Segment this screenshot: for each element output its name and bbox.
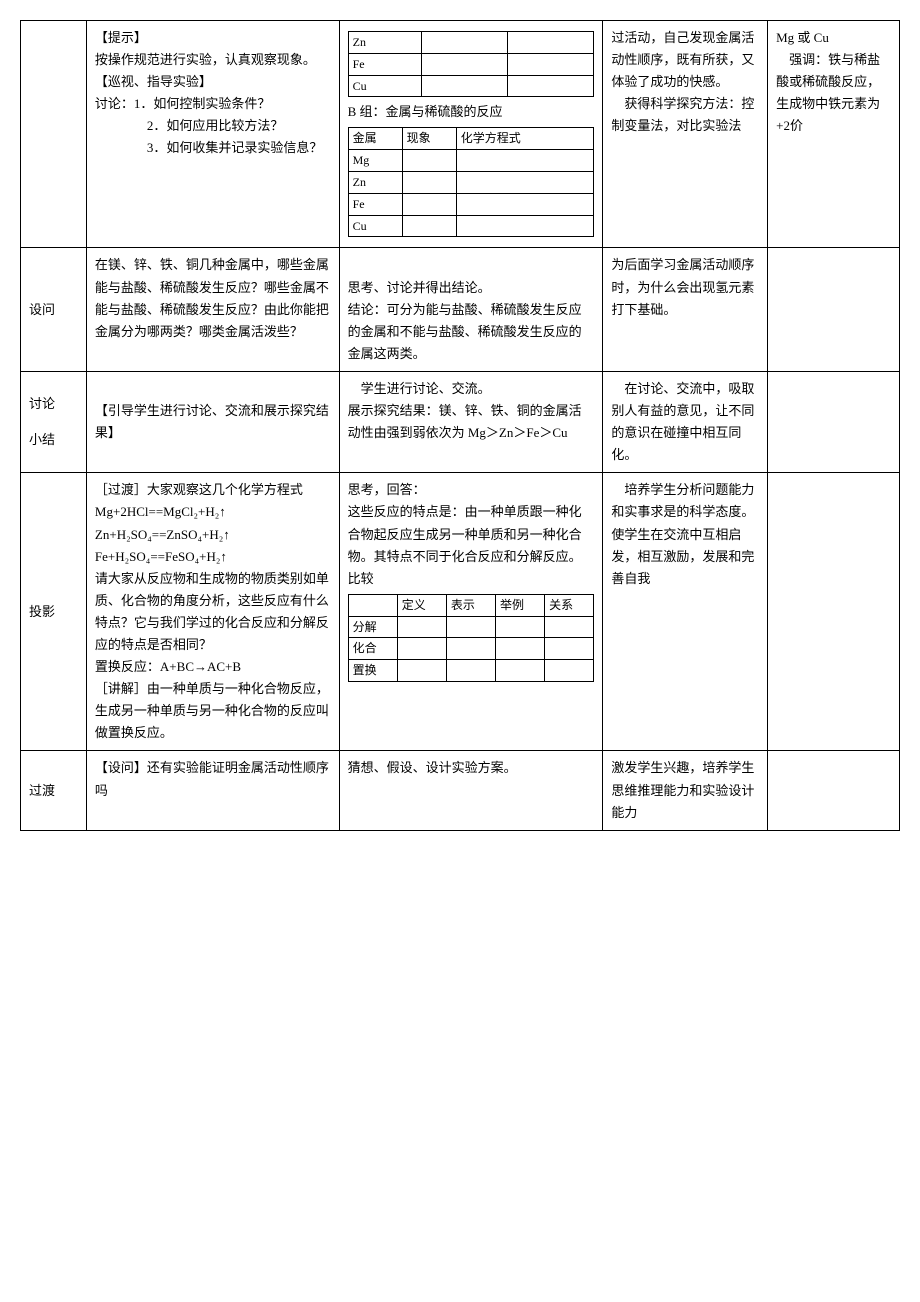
- empty-cell: [402, 193, 456, 215]
- th-metal: 金属: [348, 128, 402, 150]
- cell-teacher: ［过渡］大家观察这几个化学方程式 Mg+2HCl==MgCl₂+H₂↑ Zn+H…: [86, 473, 339, 751]
- empty-cell: [508, 53, 594, 75]
- empty-cell: [446, 638, 495, 660]
- cell-intent: 为后面学习金属活动顺序时，为什么会出现氢元素打下基础。: [603, 248, 768, 371]
- metal-cell: Cu: [348, 215, 402, 237]
- cell-intent: 过活动，自己发现金属活动性顺序，既有所获，又体验了成功的快感。 获得科学探究方法…: [603, 21, 768, 248]
- empty-cell: [446, 616, 495, 638]
- row-label: 置换: [348, 660, 397, 682]
- cell-note: [768, 751, 900, 830]
- th: 关系: [545, 594, 594, 616]
- cell-student: Zn Fe Cu B 组：金属与稀硫酸的反应 金属 现象 化学方程式 Mg Zn…: [339, 21, 603, 248]
- cell-student: 猜想、假设、设计实验方案。: [339, 751, 603, 830]
- th: 表示: [446, 594, 495, 616]
- line: ［讲解］由一种单质与一种化合物反应，生成另一种单质与另一种化合物的反应叫做置换反…: [95, 678, 331, 744]
- table-row: 过渡 【设问】还有实验能证明金属活动性顺序吗 猜想、假设、设计实验方案。 激发学…: [21, 751, 900, 830]
- cell-label: [21, 21, 87, 248]
- cell-label: 讨论 小结: [21, 371, 87, 472]
- empty-cell: [456, 150, 594, 172]
- table-row: 【提示】 按操作规范进行实验，认真观察现象。 【巡视、指导实验】 讨论：1．如何…: [21, 21, 900, 248]
- discuss-q2: 2．如何应用比较方法？: [95, 115, 331, 137]
- th-phenom: 现象: [402, 128, 456, 150]
- empty-cell: [397, 616, 446, 638]
- th: 定义: [397, 594, 446, 616]
- row-label: 化合: [348, 638, 397, 660]
- table-b: 金属 现象 化学方程式 Mg Zn Fe Cu: [348, 127, 595, 237]
- table-row: 投影 ［过渡］大家观察这几个化学方程式 Mg+2HCl==MgCl₂+H₂↑ Z…: [21, 473, 900, 751]
- metal-cell: Zn: [348, 172, 402, 194]
- line: ［过渡］大家观察这几个化学方程式: [95, 479, 331, 501]
- table-row: 设问 在镁、锌、铁、铜几种金属中，哪些金属能与盐酸、稀硫酸发生反应？哪些金属不能…: [21, 248, 900, 371]
- empty-cell: [508, 32, 594, 54]
- lesson-plan-table: 【提示】 按操作规范进行实验，认真观察现象。 【巡视、指导实验】 讨论：1．如何…: [20, 20, 900, 831]
- line: 这些反应的特点是：由一种单质跟一种化合物起反应生成另一种单质和另一种化合物。其特…: [348, 501, 595, 567]
- metal-cell: Fe: [348, 193, 402, 215]
- cell-note: Mg 或 Cu 强调：铁与稀盐酸或稀硫酸反应，生成物中铁元素为+2价: [768, 21, 900, 248]
- empty-cell: [402, 172, 456, 194]
- empty-cell: [496, 660, 545, 682]
- discuss-q3: 3．如何收集并记录实验信息？: [95, 137, 331, 159]
- metal-cell: Cu: [348, 75, 422, 97]
- th-eq: 化学方程式: [456, 128, 594, 150]
- cell-teacher: 【引导学生进行讨论、交流和展示探究结果】: [86, 371, 339, 472]
- line: 请大家从反应物和生成物的物质类别如单质、化合物的角度分析，这些反应有什么特点？它…: [95, 568, 331, 656]
- cell-label: 投影: [21, 473, 87, 751]
- cell-note: [768, 248, 900, 371]
- empty-cell: [496, 638, 545, 660]
- discuss-q1: 讨论：1．如何控制实验条件？: [95, 93, 331, 115]
- cell-teacher: 在镁、锌、铁、铜几种金属中，哪些金属能与盐酸、稀硫酸发生反应？哪些金属不能与盐酸…: [86, 248, 339, 371]
- empty-cell: [446, 660, 495, 682]
- empty-cell: [402, 215, 456, 237]
- inspect-heading: 【巡视、指导实验】: [95, 71, 331, 93]
- tip-heading: 【提示】: [95, 27, 331, 49]
- metal-cell: Zn: [348, 32, 422, 54]
- equation: Mg+2HCl==MgCl₂+H₂↑: [95, 501, 331, 523]
- empty-cell: [456, 215, 594, 237]
- empty-cell: [397, 638, 446, 660]
- empty-cell: [456, 172, 594, 194]
- metal-cell: Fe: [348, 53, 422, 75]
- metal-cell: Mg: [348, 150, 402, 172]
- empty-cell: [422, 75, 508, 97]
- empty-cell: [397, 660, 446, 682]
- cell-student: 思考、讨论并得出结论。 结论：可分为能与盐酸、稀硫酸发生反应的金属和不能与盐酸、…: [339, 248, 603, 371]
- cell-teacher: 【提示】 按操作规范进行实验，认真观察现象。 【巡视、指导实验】 讨论：1．如何…: [86, 21, 339, 248]
- cell-student: 思考，回答： 这些反应的特点是：由一种单质跟一种化合物起反应生成另一种单质和另一…: [339, 473, 603, 751]
- cell-note: [768, 371, 900, 472]
- cell-note: [768, 473, 900, 751]
- table-a: Zn Fe Cu: [348, 31, 595, 97]
- label-a: 讨论: [29, 393, 78, 415]
- empty-cell: [545, 616, 594, 638]
- table-row: 讨论 小结 【引导学生进行讨论、交流和展示探究结果】 学生进行讨论、交流。 展示…: [21, 371, 900, 472]
- cell-intent: 激发学生兴趣，培养学生思维推理能力和实验设计能力: [603, 751, 768, 830]
- line: 置换反应：A+BC→AC+B: [95, 656, 331, 678]
- cell-student: 学生进行讨论、交流。 展示探究结果：镁、锌、铁、铜的金属活动性由强到弱依次为 M…: [339, 371, 603, 472]
- tip-body: 按操作规范进行实验，认真观察现象。: [95, 49, 331, 71]
- label-b: 小结: [29, 429, 78, 451]
- bgroup-label: B 组：金属与稀硫酸的反应: [348, 101, 595, 123]
- compare-table: 定义 表示 举例 关系 分解 化合 置换: [348, 594, 595, 682]
- equation: Zn+H₂SO₄==ZnSO₄+H₂↑: [95, 524, 331, 546]
- text: 思考、讨论并得出结论。 结论：可分为能与盐酸、稀硫酸发生反应的金属和不能与盐酸、…: [348, 280, 582, 361]
- cell-label: 过渡: [21, 751, 87, 830]
- row-label: 分解: [348, 616, 397, 638]
- equation: Fe+H₂SO₄==FeSO₄+H₂↑: [95, 546, 331, 568]
- line: 比较: [348, 568, 595, 590]
- empty-cell: [456, 193, 594, 215]
- line: 思考，回答：: [348, 479, 595, 501]
- cell-teacher: 【设问】还有实验能证明金属活动性顺序吗: [86, 751, 339, 830]
- empty-cell: [422, 32, 508, 54]
- th: 举例: [496, 594, 545, 616]
- empty-cell: [508, 75, 594, 97]
- cell-intent: 在讨论、交流中，吸取别人有益的意见，让不同的意识在碰撞中相互同化。: [603, 371, 768, 472]
- empty-cell: [545, 660, 594, 682]
- cell-intent: 培养学生分析问题能力和实事求是的科学态度。 使学生在交流中互相启发，相互激励，发…: [603, 473, 768, 751]
- empty-cell: [496, 616, 545, 638]
- empty-cell: [545, 638, 594, 660]
- empty-cell: [422, 53, 508, 75]
- cell-label: 设问: [21, 248, 87, 371]
- empty-cell: [348, 594, 397, 616]
- empty-cell: [402, 150, 456, 172]
